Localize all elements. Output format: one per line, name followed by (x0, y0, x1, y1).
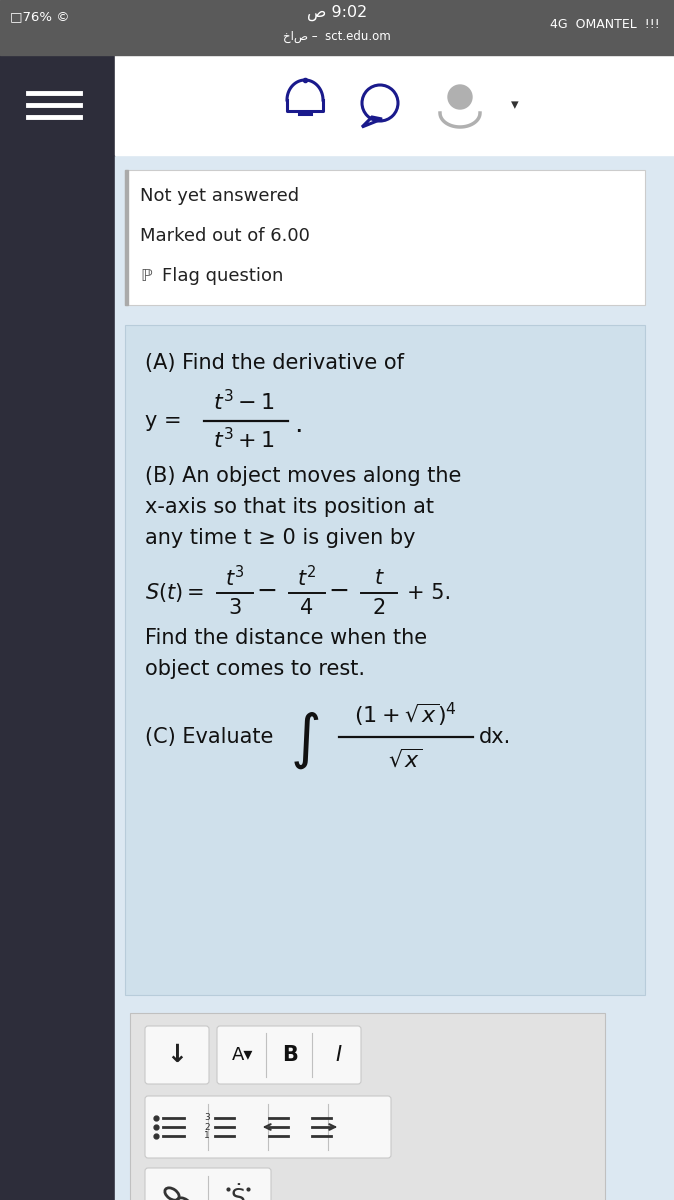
Text: Marked out of 6.00: Marked out of 6.00 (140, 227, 310, 245)
FancyBboxPatch shape (125, 325, 645, 995)
Text: 2: 2 (204, 1122, 210, 1132)
FancyBboxPatch shape (145, 1026, 209, 1084)
Text: Ṡ: Ṡ (231, 1187, 245, 1200)
Bar (115, 55, 674, 155)
Text: 4: 4 (301, 598, 313, 618)
Text: $t^3$: $t^3$ (225, 565, 245, 590)
Text: $(1 + \sqrt{x})^4$: $(1 + \sqrt{x})^4$ (354, 701, 456, 730)
Bar (0, 0, 674, 55)
Text: $\sqrt{x}$: $\sqrt{x}$ (388, 748, 423, 770)
Text: ℙ: ℙ (140, 266, 152, 284)
Text: A▾: A▾ (233, 1046, 253, 1064)
Text: dx.: dx. (479, 727, 512, 746)
Text: خاص –  sct.edu.om: خاص – sct.edu.om (283, 30, 391, 42)
FancyBboxPatch shape (145, 1168, 271, 1200)
Text: $\int$: $\int$ (290, 710, 319, 772)
Text: $S(t) =$: $S(t) =$ (145, 582, 204, 605)
Text: Find the distance when the: Find the distance when the (145, 628, 427, 648)
Text: B: B (282, 1045, 298, 1066)
Text: −: − (257, 578, 278, 602)
Text: any time t ≥ 0 is given by: any time t ≥ 0 is given by (145, 528, 415, 548)
FancyBboxPatch shape (217, 1026, 361, 1084)
Bar (0, 55, 115, 155)
Text: $t^3 + 1$: $t^3 + 1$ (213, 427, 275, 452)
Text: −: − (328, 578, 350, 602)
Bar (125, 170, 128, 305)
Text: ▾: ▾ (511, 97, 519, 113)
Text: 3: 3 (228, 598, 241, 618)
Text: 1: 1 (204, 1132, 210, 1140)
Text: Not yet answered: Not yet answered (140, 187, 299, 205)
Text: ↓: ↓ (166, 1043, 187, 1067)
FancyBboxPatch shape (130, 1013, 605, 1200)
Text: 2: 2 (372, 598, 386, 618)
Text: 4G  OMANTEL  !!!: 4G OMANTEL !!! (550, 18, 660, 31)
Text: x-axis so that its position at: x-axis so that its position at (145, 497, 434, 517)
Text: Flag question: Flag question (162, 266, 283, 284)
Text: (B) An object moves along the: (B) An object moves along the (145, 466, 462, 486)
Text: □76% ©: □76% © (10, 11, 69, 24)
Text: $t^3 - 1$: $t^3 - 1$ (213, 389, 275, 415)
Text: I: I (335, 1045, 341, 1066)
FancyBboxPatch shape (145, 1096, 391, 1158)
Text: y =: y = (145, 410, 181, 431)
Text: $t$: $t$ (373, 568, 384, 588)
Text: ص 9:02: ص 9:02 (307, 5, 367, 22)
Bar (115, 155, 674, 1200)
Text: $t^2$: $t^2$ (297, 565, 317, 590)
Text: 3: 3 (204, 1114, 210, 1122)
Circle shape (448, 85, 472, 109)
Text: (C) Evaluate: (C) Evaluate (145, 727, 274, 746)
Text: object comes to rest.: object comes to rest. (145, 659, 365, 679)
Text: .: . (294, 412, 303, 438)
Text: + 5.: + 5. (407, 583, 451, 602)
Bar (0, 155, 115, 1200)
Text: (A) Find the derivative of: (A) Find the derivative of (145, 353, 404, 373)
FancyBboxPatch shape (125, 170, 645, 305)
